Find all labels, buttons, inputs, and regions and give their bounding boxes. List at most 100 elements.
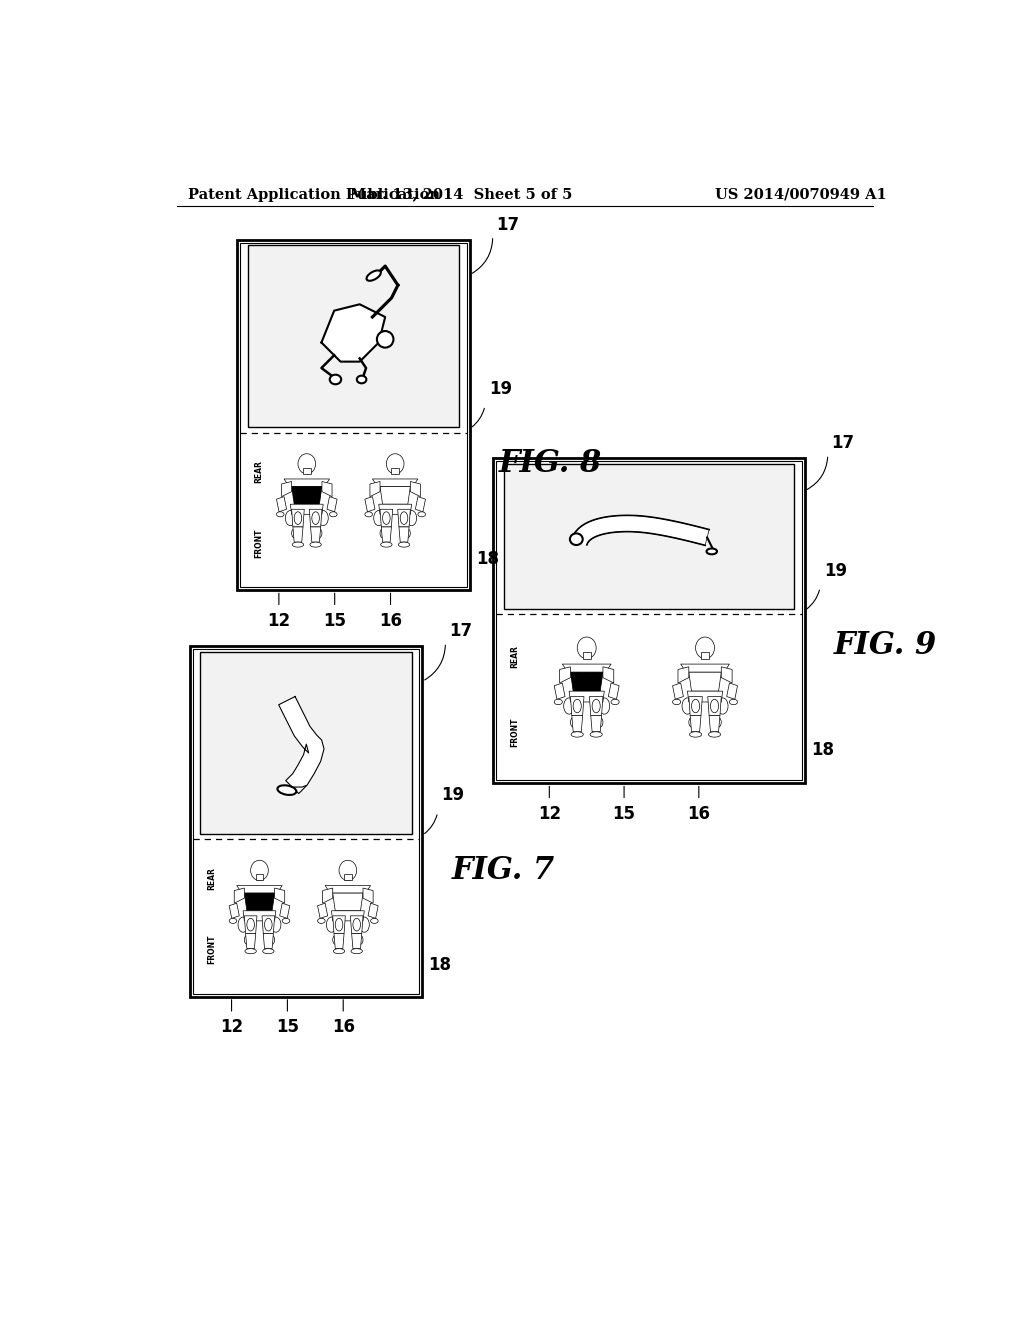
Bar [237,240,470,590]
Text: FRONT: FRONT [207,935,216,965]
Ellipse shape [695,638,715,659]
Ellipse shape [286,511,295,525]
Ellipse shape [262,949,274,953]
Ellipse shape [351,949,362,953]
Polygon shape [326,886,371,894]
Polygon shape [590,697,603,715]
Polygon shape [397,510,411,527]
Polygon shape [263,933,273,949]
Polygon shape [690,715,701,731]
Ellipse shape [314,528,322,539]
Ellipse shape [356,376,367,383]
Polygon shape [256,874,263,880]
Polygon shape [569,692,604,702]
Ellipse shape [359,917,370,932]
Text: 15: 15 [324,612,346,630]
Text: 18: 18 [811,741,834,759]
Text: FIG. 9: FIG. 9 [834,630,937,661]
Polygon shape [333,916,345,933]
Ellipse shape [729,700,737,705]
Ellipse shape [673,700,681,705]
Text: FIG. 7: FIG. 7 [452,854,555,886]
Polygon shape [687,692,723,702]
Polygon shape [562,664,611,672]
Polygon shape [293,527,303,543]
Polygon shape [381,527,391,543]
Ellipse shape [251,861,268,880]
Ellipse shape [283,919,290,924]
Polygon shape [380,510,392,527]
Ellipse shape [367,271,381,281]
Text: FRONT: FRONT [510,718,519,747]
Ellipse shape [573,700,582,713]
Polygon shape [373,479,418,487]
Ellipse shape [689,717,697,727]
Polygon shape [351,933,361,949]
Polygon shape [368,903,378,919]
Ellipse shape [713,717,721,727]
Bar [504,463,794,609]
Polygon shape [689,672,721,692]
Ellipse shape [245,949,256,953]
Ellipse shape [570,717,579,727]
Ellipse shape [595,717,603,727]
Text: 17: 17 [831,434,855,451]
Text: 18: 18 [428,957,452,974]
Polygon shape [721,667,732,682]
Polygon shape [608,682,620,700]
Ellipse shape [270,917,281,932]
Ellipse shape [709,731,721,737]
Ellipse shape [402,528,411,539]
Polygon shape [379,504,412,515]
Ellipse shape [611,700,620,705]
Ellipse shape [383,512,390,524]
Polygon shape [322,482,332,496]
Polygon shape [603,667,613,682]
Polygon shape [245,916,257,933]
Text: 15: 15 [275,1019,299,1036]
Polygon shape [332,911,365,921]
Ellipse shape [386,454,404,474]
Polygon shape [246,933,256,949]
Polygon shape [280,903,290,919]
Text: REAR: REAR [254,461,263,483]
Polygon shape [344,874,351,880]
Text: Patent Application Publication: Patent Application Publication [188,187,440,202]
Polygon shape [583,652,591,659]
Polygon shape [709,715,720,731]
Polygon shape [571,515,710,545]
Text: FRONT: FRONT [254,528,263,558]
Polygon shape [399,527,409,543]
Polygon shape [234,888,245,903]
Polygon shape [673,682,683,700]
Polygon shape [237,886,283,894]
Polygon shape [274,888,285,903]
Polygon shape [292,510,304,527]
Polygon shape [334,933,344,949]
Ellipse shape [333,935,340,945]
Text: 16: 16 [379,612,402,630]
Ellipse shape [418,512,425,517]
Polygon shape [276,496,287,512]
Ellipse shape [276,512,284,517]
Ellipse shape [339,861,356,880]
Ellipse shape [229,919,237,924]
Ellipse shape [335,919,343,931]
Polygon shape [284,479,330,487]
Text: 12: 12 [267,612,291,630]
Text: 12: 12 [538,805,561,824]
Bar [497,461,802,780]
Polygon shape [570,697,584,715]
Text: US 2014/0070949 A1: US 2014/0070949 A1 [715,187,887,202]
Ellipse shape [355,935,364,945]
Ellipse shape [238,917,248,932]
Polygon shape [380,487,411,504]
Ellipse shape [682,698,693,714]
Polygon shape [570,672,603,692]
Polygon shape [327,496,337,512]
Ellipse shape [310,543,322,546]
Polygon shape [323,888,333,903]
Polygon shape [727,682,737,700]
Polygon shape [291,504,324,515]
Polygon shape [317,903,328,919]
